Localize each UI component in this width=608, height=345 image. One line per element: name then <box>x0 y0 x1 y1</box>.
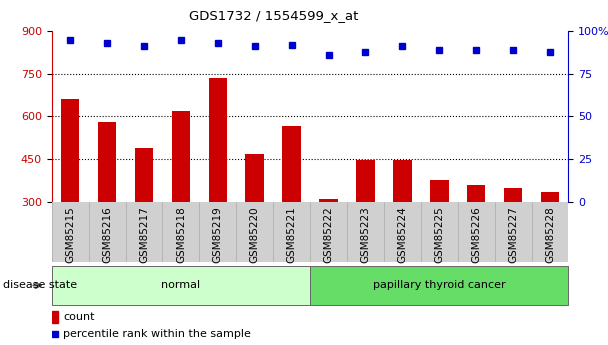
Bar <box>52 310 58 323</box>
Bar <box>504 188 522 202</box>
Text: normal: normal <box>161 280 201 290</box>
Text: GSM85221: GSM85221 <box>286 207 297 263</box>
Bar <box>209 78 227 202</box>
Bar <box>467 185 485 202</box>
Bar <box>430 180 449 202</box>
Text: count: count <box>63 312 95 322</box>
Text: GSM85225: GSM85225 <box>434 207 444 263</box>
Text: GSM85216: GSM85216 <box>102 207 112 263</box>
Bar <box>319 199 338 202</box>
Bar <box>393 160 412 202</box>
Text: GSM85218: GSM85218 <box>176 207 186 263</box>
Bar <box>541 192 559 202</box>
Text: GDS1732 / 1554599_x_at: GDS1732 / 1554599_x_at <box>189 9 358 22</box>
Text: GSM85222: GSM85222 <box>323 207 334 263</box>
Text: GSM85217: GSM85217 <box>139 207 149 263</box>
Text: GSM85223: GSM85223 <box>361 207 370 263</box>
Text: disease state: disease state <box>3 280 77 290</box>
Bar <box>171 111 190 202</box>
Bar <box>310 266 568 305</box>
Bar <box>282 126 301 202</box>
Text: percentile rank within the sample: percentile rank within the sample <box>63 329 251 339</box>
Text: GSM85227: GSM85227 <box>508 207 518 263</box>
Bar <box>61 99 80 202</box>
Text: GSM85224: GSM85224 <box>398 207 407 263</box>
Text: GSM85215: GSM85215 <box>65 207 75 263</box>
Bar <box>246 154 264 202</box>
Bar <box>356 160 375 202</box>
Text: GSM85220: GSM85220 <box>250 207 260 263</box>
Bar <box>135 148 153 202</box>
Text: GSM85226: GSM85226 <box>471 207 481 263</box>
Text: GSM85219: GSM85219 <box>213 207 223 263</box>
Bar <box>98 122 116 202</box>
Text: papillary thyroid cancer: papillary thyroid cancer <box>373 280 506 290</box>
Bar <box>52 266 310 305</box>
Text: GSM85228: GSM85228 <box>545 207 555 263</box>
